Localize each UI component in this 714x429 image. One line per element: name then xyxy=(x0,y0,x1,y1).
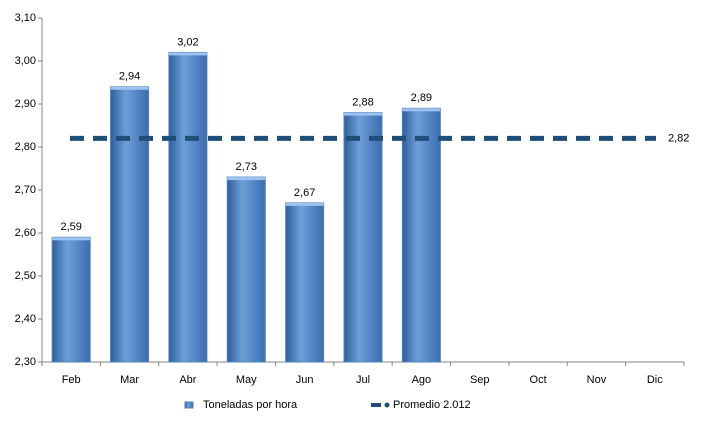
value-label: 2,88 xyxy=(352,97,373,109)
value-label: 2,89 xyxy=(411,92,432,104)
x-tick-label: Abr xyxy=(179,374,196,386)
bar xyxy=(285,202,325,363)
bar-top xyxy=(52,237,91,241)
value-label: 3,02 xyxy=(177,36,198,48)
legend-swatch xyxy=(184,401,194,409)
legend-label: Promedio 2.012 xyxy=(393,399,471,411)
bar-top xyxy=(344,112,382,116)
bar xyxy=(401,107,441,363)
x-tick-label: May xyxy=(236,374,257,386)
x-tick-label: Jun xyxy=(296,374,314,386)
value-label: 2,59 xyxy=(60,221,81,233)
value-label: 2,73 xyxy=(236,161,257,173)
x-tick-label: Jul xyxy=(356,374,370,386)
y-tick-label: 3,10 xyxy=(15,12,36,24)
y-tick-label: 2,60 xyxy=(15,227,36,239)
x-tick-label: Ago xyxy=(412,374,432,386)
legend-label: Toneladas por hora xyxy=(203,399,298,411)
bar-top xyxy=(285,202,324,206)
y-tick-label: 2,50 xyxy=(15,270,36,282)
bar-top xyxy=(402,108,441,112)
y-tick-label: 3,00 xyxy=(15,55,36,67)
legend-swatch xyxy=(384,402,390,408)
y-tick-label: 2,30 xyxy=(15,356,36,368)
bar-top xyxy=(168,52,207,56)
x-tick-label: Mar xyxy=(120,374,139,386)
value-label: 2,82 xyxy=(668,132,689,144)
y-tick-label: 2,80 xyxy=(15,141,36,153)
value-label: 2,94 xyxy=(119,71,140,83)
bar xyxy=(168,51,208,363)
bar-top xyxy=(110,86,149,90)
y-tick-label: 2,40 xyxy=(15,313,36,325)
y-tick-label: 2,90 xyxy=(15,98,36,110)
bar xyxy=(226,176,266,363)
x-tick-label: Nov xyxy=(587,374,607,386)
x-tick-label: Feb xyxy=(62,374,81,386)
bar xyxy=(343,112,383,363)
y-tick-label: 2,70 xyxy=(15,184,36,196)
bar xyxy=(110,86,150,363)
value-label: 2,67 xyxy=(294,187,315,199)
bar xyxy=(51,236,91,363)
x-tick-label: Dic xyxy=(647,374,663,386)
x-tick-label: Sep xyxy=(470,374,490,386)
x-tick-label: Oct xyxy=(530,374,547,386)
bar-top xyxy=(227,177,266,181)
